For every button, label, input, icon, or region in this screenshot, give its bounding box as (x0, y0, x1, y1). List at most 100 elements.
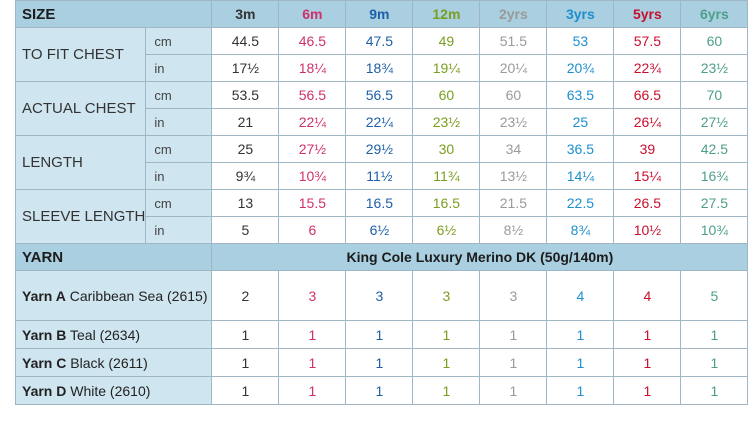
size-chart-table: SIZE 3m 6m 9m 12m 2yrs 3yrs 5yrs 6yrs TO… (14, 0, 749, 405)
measurement-value: 20¾ (546, 54, 615, 82)
measurement-value: 23½ (479, 108, 548, 136)
measurement-value: 11½ (345, 162, 414, 190)
yarn-quantity: 1 (680, 320, 749, 349)
size-header-row: SIZE 3m 6m 9m 12m 2yrs 3yrs 5yrs 6yrs (14, 0, 749, 28)
measurement-value: 14¼ (546, 162, 615, 190)
yarn-color: Caribbean Sea (2615) (69, 287, 208, 304)
size-chart-wrapper: SIZE 3m 6m 9m 12m 2yrs 3yrs 5yrs 6yrs TO… (14, 0, 749, 405)
measurement-value: 16.5 (345, 189, 414, 217)
yarn-header-row: YARN King Cole Luxury Merino DK (50g/140m… (14, 243, 749, 271)
measurement-value: 5 (211, 216, 280, 244)
measurement-value: 66.5 (613, 81, 682, 109)
measurement-value: 56.5 (345, 81, 414, 109)
measurement-value: 63.5 (546, 81, 615, 109)
measurement-label: LENGTH (14, 135, 147, 190)
size-header-9m: 9m (345, 0, 414, 28)
measurement-label: TO FIT CHEST (14, 27, 147, 82)
size-header-6m: 6m (278, 0, 347, 28)
size-header-5yrs: 5yrs (613, 0, 682, 28)
yarn-quantity: 1 (479, 320, 548, 349)
measurement-value: 25 (211, 135, 280, 163)
measurement-value: 9¾ (211, 162, 280, 190)
yarn-quantity: 1 (412, 320, 481, 349)
measurement-value: 22.5 (546, 189, 615, 217)
measurement-value: 10¾ (680, 216, 749, 244)
yarn-quantity: 1 (412, 348, 481, 377)
measurement-value: 22¾ (613, 54, 682, 82)
unit-label: in (145, 216, 213, 244)
yarn-quantity: 1 (680, 348, 749, 377)
measurement-value: 16.5 (412, 189, 481, 217)
yarn-quantity: 1 (479, 376, 548, 405)
measurement-value: 46.5 (278, 27, 347, 55)
measurement-value: 51.5 (479, 27, 548, 55)
yarn-label: Yarn A Caribbean Sea (2615) (14, 270, 213, 321)
measurement-value: 6½ (345, 216, 414, 244)
yarn-label: Yarn D White (2610) (14, 376, 213, 405)
measurement-value: 30 (412, 135, 481, 163)
yarn-quantity: 3 (479, 270, 548, 321)
measurement-value: 6 (278, 216, 347, 244)
measurement-value: 15.5 (278, 189, 347, 217)
yarn-row: Yarn A Caribbean Sea (2615) 2 3 3 3 3 4 4 5 (14, 270, 749, 321)
yarn-quantity: 1 (278, 376, 347, 405)
size-header-3m: 3m (211, 0, 280, 28)
measurement-value: 10½ (613, 216, 682, 244)
yarn-row: Yarn D White (2610) 1 1 1 1 1 1 1 1 (14, 376, 749, 405)
measurement-value: 34 (479, 135, 548, 163)
measurement-value: 27½ (278, 135, 347, 163)
measurement-value: 18¼ (278, 54, 347, 82)
measurement-value: 18¾ (345, 54, 414, 82)
size-header-2yrs: 2yrs (479, 0, 548, 28)
yarn-header-label: YARN (14, 243, 213, 271)
measurement-value: 21 (211, 108, 280, 136)
yarn-quantity: 1 (546, 348, 615, 377)
measurement-value: 20¼ (479, 54, 548, 82)
yarn-quantity: 3 (345, 270, 414, 321)
measurement-value: 13 (211, 189, 280, 217)
measurement-value: 22¼ (345, 108, 414, 136)
unit-label: in (145, 162, 213, 190)
yarn-quantity: 1 (345, 348, 414, 377)
yarn-quantity: 1 (345, 320, 414, 349)
yarn-quantity: 1 (613, 348, 682, 377)
measurement-row: in 17½ 18¼ 18¾ 19¼ 20¼ 20¾ 22¾ 23½ (16, 54, 749, 82)
measurement-value: 49 (412, 27, 481, 55)
measurement-value: 19¼ (412, 54, 481, 82)
measurement-value: 6½ (412, 216, 481, 244)
measurement-value: 47.5 (345, 27, 414, 55)
yarn-row: Yarn C Black (2611) 1 1 1 1 1 1 1 1 (14, 348, 749, 377)
measurement-value: 26.5 (613, 189, 682, 217)
yarn-name: Yarn B (22, 326, 67, 343)
measurement-value: 22¼ (278, 108, 347, 136)
measurement-value: 23½ (680, 54, 749, 82)
yarn-quantity: 1 (278, 348, 347, 377)
yarn-quantity: 3 (412, 270, 481, 321)
yarn-quantity: 1 (211, 376, 280, 405)
yarn-row: Yarn B Teal (2634) 1 1 1 1 1 1 1 1 (14, 320, 749, 349)
measurement-value: 25 (546, 108, 615, 136)
measurement-value: 27.5 (680, 189, 749, 217)
measurement-value: 60 (680, 27, 749, 55)
measurement-value: 36.5 (546, 135, 615, 163)
measurement-value: 21.5 (479, 189, 548, 217)
measurement-row: LENGTH cm 25 27½ 29½ 30 34 36.5 39 42.5 (14, 135, 749, 190)
size-header-3yrs: 3yrs (546, 0, 615, 28)
unit-label: in (145, 108, 213, 136)
yarn-quantity: 4 (546, 270, 615, 321)
unit-label: cm (145, 27, 213, 55)
yarn-title: King Cole Luxury Merino DK (50g/140m) (211, 243, 749, 271)
yarn-color: Black (2611) (70, 354, 148, 371)
measurement-value: 23½ (412, 108, 481, 136)
measurement-row: SLEEVE LENGTH cm 13 15.5 16.5 16.5 21.5 22.5 26.… (14, 189, 749, 244)
measurement-value: 60 (479, 81, 548, 109)
yarn-quantity: 1 (278, 320, 347, 349)
measurement-row: in 21 22¼ 22¼ 23½ 23½ 25 26¼ 27½ (16, 108, 749, 136)
measurement-value: 15¼ (613, 162, 682, 190)
measurement-row: ACTUAL CHEST cm 53.5 56.5 56.5 60 60 63.5 66.5 70 (14, 81, 749, 136)
yarn-quantity: 1 (211, 320, 280, 349)
yarn-quantity: 2 (211, 270, 280, 321)
measurement-value: 29½ (345, 135, 414, 163)
measurement-value: 53 (546, 27, 615, 55)
yarn-quantity: 1 (211, 348, 280, 377)
